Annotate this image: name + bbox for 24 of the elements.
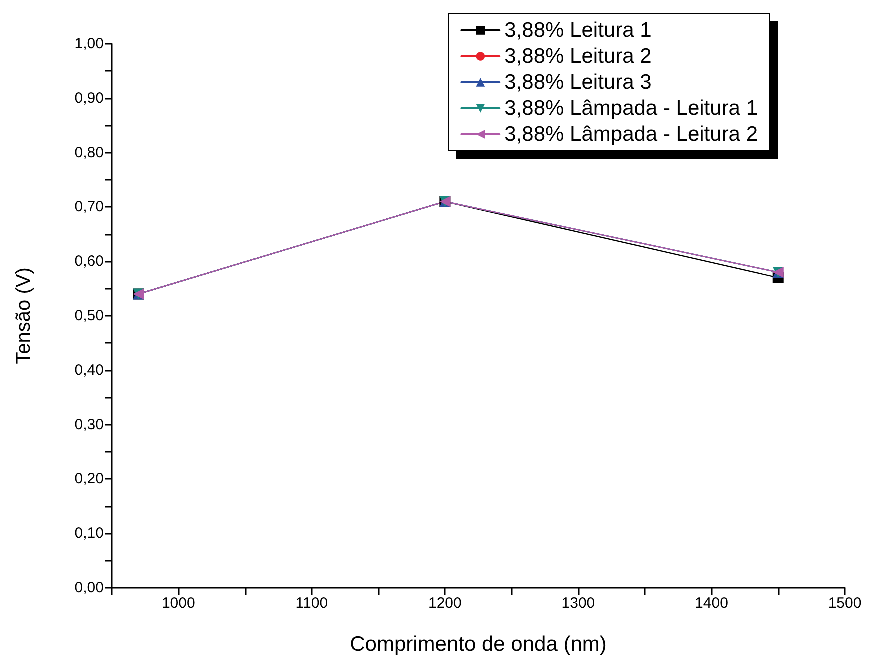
y-tick-label: 0,30 <box>74 416 104 434</box>
y-tick-label: 0,90 <box>74 90 104 107</box>
x-tick-label: 1300 <box>562 595 596 612</box>
x-tick-label: 1100 <box>296 595 328 612</box>
y-tick-label: 0,80 <box>74 144 104 162</box>
legend-label: 3,88% Leitura 3 <box>504 71 652 94</box>
y-tick-label: 0,60 <box>74 253 104 270</box>
x-tick-label: 1500 <box>828 595 862 612</box>
y-tick-label: 0,00 <box>74 580 104 596</box>
x-tick-label: 1400 <box>695 595 728 612</box>
legend-label: 3,88% Leitura 1 <box>504 19 652 42</box>
y-tick-label: 0,70 <box>74 198 104 216</box>
y-tick-label: 0,20 <box>74 470 104 488</box>
x-axis-title: Comprimento de onda (nm) <box>350 633 607 656</box>
legend-label: 3,88% Leitura 2 <box>504 45 652 68</box>
x-tick-label: 1200 <box>428 595 462 612</box>
y-tick-label: 0,50 <box>74 308 104 324</box>
y-tick-label: 1,00 <box>74 36 104 52</box>
y-tick-label: 0,40 <box>74 362 104 379</box>
x-tick-label: 1000 <box>162 595 196 612</box>
legend-label: 3,88% Lâmpada - Leitura 1 <box>504 97 758 120</box>
legend-label: 3,88% Lâmpada - Leitura 2 <box>504 123 758 146</box>
y-tick-label: 0,10 <box>74 525 104 542</box>
y-axis-title: Tensão (V) <box>13 268 35 364</box>
